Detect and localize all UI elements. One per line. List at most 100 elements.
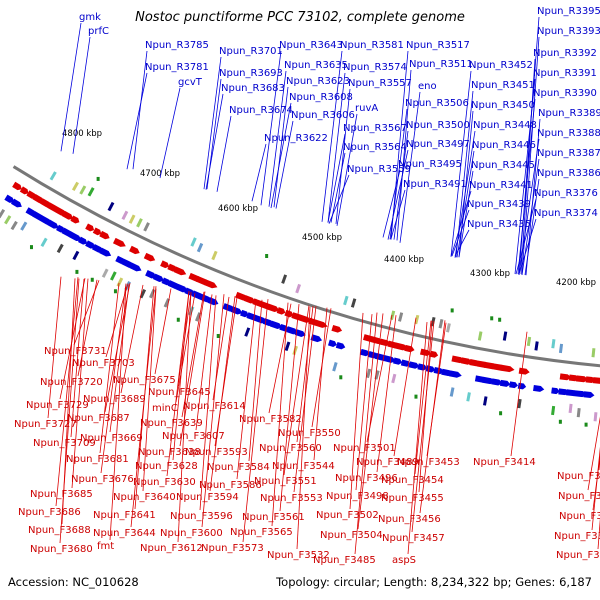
forward-gene-label[interactable]: Npun_R3388 bbox=[537, 128, 600, 139]
reverse-gene-label[interactable]: Npun_F3455 bbox=[381, 493, 444, 504]
reverse-gene-label[interactable]: Npun_F3729 bbox=[26, 400, 89, 411]
forward-gene-label[interactable]: Npun_R3495 bbox=[398, 159, 462, 170]
reverse-gene-label[interactable]: Npun_F3676 bbox=[71, 474, 134, 485]
forward-gene-label[interactable]: Npun_R3511 bbox=[409, 59, 473, 70]
reverse-gene-label[interactable]: Npun_F3584 bbox=[207, 462, 270, 473]
reverse-gene-label[interactable]: Npun_F3645 bbox=[148, 387, 211, 398]
reverse-gene-label[interactable]: Npun_F3553 bbox=[260, 493, 323, 504]
reverse-gene-label[interactable]: Npun_F3596 bbox=[170, 511, 233, 522]
forward-gene-label[interactable]: Npun_R3701 bbox=[219, 46, 283, 57]
forward-gene-label[interactable]: prfC bbox=[88, 26, 109, 37]
reverse-gene-label[interactable]: Npun_F3544 bbox=[272, 461, 335, 472]
reverse-gene-label[interactable]: Npun_F3361 bbox=[558, 491, 600, 502]
reverse-gene-label[interactable]: Npun_F3362 bbox=[559, 511, 600, 522]
forward-gene-label[interactable]: Npun_R3785 bbox=[145, 40, 209, 51]
reverse-gene-label[interactable]: Npun_F3640 bbox=[113, 492, 176, 503]
reverse-gene-label[interactable]: fmt bbox=[97, 541, 114, 552]
forward-gene-label[interactable]: Npun_R3392 bbox=[533, 48, 597, 59]
reverse-gene-label[interactable]: Npun_F3502 bbox=[316, 510, 379, 521]
reverse-gene-label[interactable]: Npun_F3612 bbox=[140, 543, 203, 554]
reverse-gene-label[interactable]: Npun_F3703 bbox=[72, 358, 135, 369]
forward-gene-label[interactable]: Npun_R3448 bbox=[473, 120, 537, 131]
reverse-gene-label[interactable]: Npun_F3414 bbox=[473, 457, 536, 468]
forward-gene-label[interactable]: Npun_R3635 bbox=[284, 60, 348, 71]
forward-gene-label[interactable]: Npun_R3439 bbox=[467, 199, 531, 210]
forward-gene-label[interactable]: Npun_R3376 bbox=[534, 188, 598, 199]
reverse-gene-label[interactable]: Npun_F3504 bbox=[320, 530, 383, 541]
forward-gene-label[interactable]: Npun_R3491 bbox=[403, 179, 467, 190]
forward-gene-label[interactable]: Npun_R3391 bbox=[533, 68, 597, 79]
reverse-gene-label[interactable]: Npun_F3687 bbox=[67, 413, 130, 424]
reverse-gene-label[interactable]: Npun_F3582 bbox=[239, 414, 302, 425]
forward-gene-label[interactable]: Npun_R3389 bbox=[538, 108, 600, 119]
forward-gene-label[interactable]: Npun_R3390 bbox=[533, 88, 597, 99]
forward-gene-label[interactable]: eno bbox=[418, 81, 437, 92]
reverse-gene-label[interactable]: Npun_F3688 bbox=[28, 525, 91, 536]
forward-gene-label[interactable]: Npun_R3450 bbox=[471, 100, 535, 111]
reverse-gene-label[interactable]: Npun_F3644 bbox=[93, 528, 156, 539]
reverse-gene-label[interactable]: Npun_F3628 bbox=[135, 461, 198, 472]
forward-gene-label[interactable]: Npun_R3387 bbox=[537, 148, 600, 159]
reverse-gene-label[interactable]: aspS bbox=[392, 555, 416, 566]
forward-gene-label[interactable]: Npun_R3445 bbox=[471, 160, 535, 171]
reverse-gene-label[interactable]: Npun_F3686 bbox=[18, 507, 81, 518]
forward-gene-label[interactable]: Npun_R3452 bbox=[469, 60, 533, 71]
forward-gene-label[interactable]: Npun_R3623 bbox=[286, 76, 350, 87]
forward-gene-label[interactable]: Npun_R3643 bbox=[279, 40, 343, 51]
forward-gene-label[interactable]: Npun_R3606 bbox=[291, 110, 355, 121]
forward-gene-label[interactable]: ruvA bbox=[355, 103, 378, 114]
forward-gene-label[interactable]: Npun_R3435 bbox=[467, 219, 531, 230]
reverse-gene-label[interactable]: Npun_F3363 bbox=[554, 531, 600, 542]
reverse-gene-label[interactable]: Npun_F3496 bbox=[335, 473, 398, 484]
reverse-gene-label[interactable]: Npun_F3456 bbox=[378, 514, 441, 525]
forward-gene-label[interactable]: gmk bbox=[79, 12, 101, 23]
forward-gene-label[interactable]: Npun_R3567 bbox=[343, 123, 407, 134]
reverse-gene-label[interactable]: Npun_F3600 bbox=[160, 528, 223, 539]
reverse-gene-label[interactable]: Npun_F3550 bbox=[278, 428, 341, 439]
reverse-gene-label[interactable]: Npun_F3614 bbox=[183, 401, 246, 412]
reverse-gene-label[interactable]: Npun_F3680 bbox=[30, 544, 93, 555]
reverse-gene-label[interactable]: minC bbox=[152, 403, 178, 414]
reverse-gene-label[interactable]: Npun_F3489 bbox=[356, 457, 419, 468]
reverse-gene-label[interactable]: Npun_F3607 bbox=[162, 431, 225, 442]
reverse-gene-label[interactable]: Npun_F3561 bbox=[242, 512, 305, 523]
reverse-gene-label[interactable]: Npun_F3485 bbox=[313, 555, 376, 566]
forward-gene-label[interactable]: Npun_R3674 bbox=[229, 105, 293, 116]
reverse-gene-label[interactable]: Npun_F3560 bbox=[259, 443, 322, 454]
reverse-gene-label[interactable]: Npun_F3685 bbox=[30, 489, 93, 500]
reverse-gene-label[interactable]: Npun_F3498 bbox=[326, 491, 389, 502]
reverse-gene-label[interactable]: Npun_F3586 bbox=[199, 480, 262, 491]
reverse-gene-label[interactable]: Npun_F3360 bbox=[557, 471, 600, 482]
reverse-gene-label[interactable]: Npun_F3689 bbox=[83, 394, 146, 405]
reverse-gene-label[interactable]: Npun_F3638 bbox=[138, 447, 201, 458]
forward-gene-label[interactable]: Npun_R3386 bbox=[537, 168, 600, 179]
reverse-gene-label[interactable]: Npun_F3709 bbox=[33, 438, 96, 449]
reverse-gene-label[interactable]: Npun_F3551 bbox=[254, 476, 317, 487]
reverse-gene-label[interactable]: Npun_F3501 bbox=[333, 443, 396, 454]
forward-gene-label[interactable]: Npun_R3446 bbox=[472, 140, 536, 151]
reverse-gene-label[interactable]: Npun_F3364 bbox=[556, 550, 600, 561]
reverse-gene-label[interactable]: Npun_F3565 bbox=[230, 527, 293, 538]
forward-gene-label[interactable]: Npun_R3506 bbox=[405, 98, 469, 109]
forward-gene-label[interactable]: Npun_R3608 bbox=[289, 92, 353, 103]
forward-gene-label[interactable]: Npun_R3574 bbox=[343, 62, 407, 73]
reverse-gene-label[interactable]: Npun_F3641 bbox=[93, 510, 156, 521]
reverse-gene-label[interactable]: Npun_F3630 bbox=[133, 477, 196, 488]
forward-gene-label[interactable]: Npun_R3581 bbox=[340, 40, 404, 51]
forward-gene-label[interactable]: Npun_R3559 bbox=[347, 164, 411, 175]
forward-gene-label[interactable]: Npun_R3622 bbox=[264, 133, 328, 144]
reverse-gene-label[interactable]: Npun_F3681 bbox=[66, 454, 129, 465]
reverse-gene-label[interactable]: Npun_F3593 bbox=[185, 447, 248, 458]
reverse-gene-label[interactable]: Npun_F3457 bbox=[382, 533, 445, 544]
reverse-gene-label[interactable]: Npun_F3454 bbox=[381, 475, 444, 486]
forward-gene-label[interactable]: Npun_R3497 bbox=[406, 139, 470, 150]
forward-gene-label[interactable]: Npun_R3451 bbox=[471, 80, 535, 91]
reverse-gene-label[interactable]: Npun_F3453 bbox=[397, 457, 460, 468]
forward-gene-label[interactable]: Npun_R3557 bbox=[348, 78, 412, 89]
forward-gene-label[interactable]: Npun_R3500 bbox=[406, 120, 470, 131]
reverse-gene-label[interactable]: Npun_F3639 bbox=[140, 418, 203, 429]
reverse-gene-label[interactable]: Npun_F3675 bbox=[113, 375, 176, 386]
reverse-gene-label[interactable]: Npun_F3720 bbox=[40, 377, 103, 388]
reverse-gene-label[interactable]: Npun_F3532 bbox=[267, 550, 330, 561]
forward-gene-label[interactable]: Npun_R3517 bbox=[406, 40, 470, 51]
